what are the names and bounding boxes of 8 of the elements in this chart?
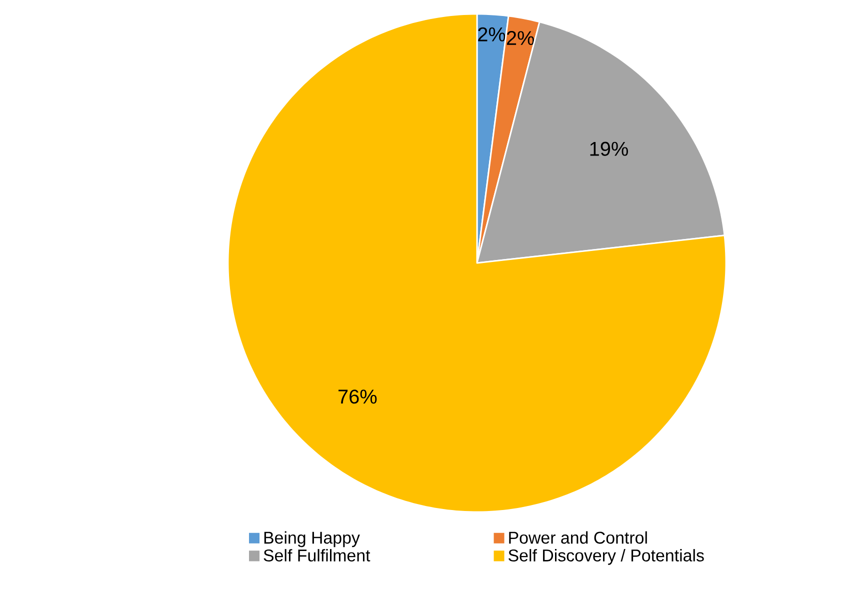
data-label: 2% <box>478 27 506 42</box>
legend-label: Self Fulfilment <box>264 549 370 562</box>
data-label: 2% <box>506 31 534 46</box>
data-label: 19% <box>590 142 628 156</box>
legend-label: Self Discovery / Potentials <box>508 549 704 565</box>
legend-label: Being Happy <box>264 531 360 548</box>
legend-label: Power and Control <box>509 531 647 544</box>
data-label: 76% <box>338 390 377 404</box>
